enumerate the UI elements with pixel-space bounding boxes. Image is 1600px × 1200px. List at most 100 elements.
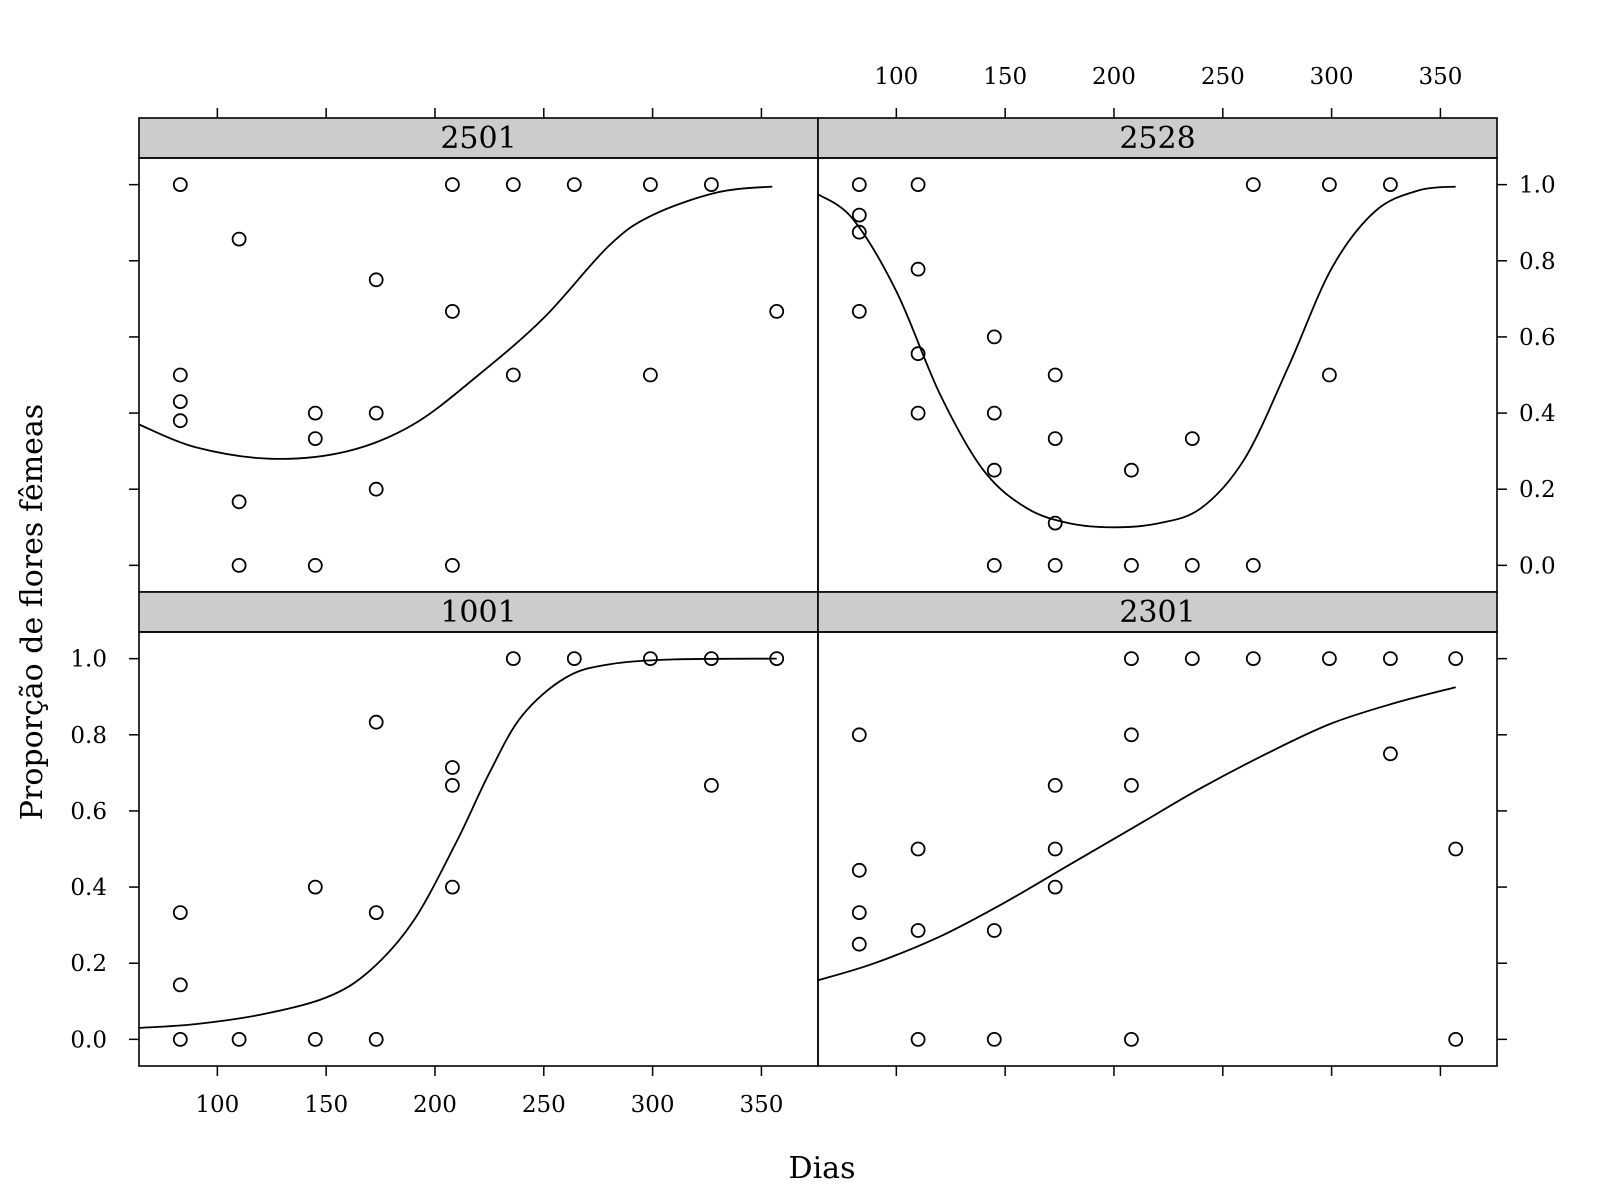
data-point xyxy=(1322,651,1337,666)
x-tick-label: 150 xyxy=(304,1092,348,1118)
data-point xyxy=(1184,651,1200,666)
data-point xyxy=(1124,1032,1139,1047)
panel-strip-label: 1001 xyxy=(440,595,516,630)
y-tick-label: 0.6 xyxy=(1519,325,1556,351)
data-point xyxy=(910,405,926,421)
data-point xyxy=(1047,558,1063,573)
data-point xyxy=(910,346,926,362)
data-point xyxy=(851,224,867,240)
data-point xyxy=(307,879,323,895)
data-point xyxy=(172,394,188,410)
data-point xyxy=(231,494,247,510)
data-point xyxy=(172,1032,188,1047)
x-tick-label: 350 xyxy=(1418,64,1462,90)
y-tick-label: 0.0 xyxy=(1519,553,1556,579)
data-point xyxy=(1322,367,1337,383)
panel-strip xyxy=(817,117,1498,159)
data-point xyxy=(851,727,867,743)
data-point xyxy=(307,431,323,447)
x-tick-label: 300 xyxy=(1310,64,1354,90)
data-point xyxy=(307,558,323,573)
fitted-curve xyxy=(138,185,773,460)
x-tick-label: 300 xyxy=(631,1092,675,1118)
data-point xyxy=(910,841,926,857)
x-tick-label: 200 xyxy=(413,1092,457,1118)
data-point xyxy=(172,367,188,383)
x-tick-label: 150 xyxy=(983,64,1027,90)
data-point xyxy=(1448,651,1464,666)
data-point xyxy=(704,177,719,193)
bottom-x-axis: 100 150 200 250 300 350 xyxy=(195,1066,1442,1118)
data-point xyxy=(505,651,521,666)
data-point xyxy=(1047,841,1063,857)
data-point xyxy=(1124,462,1139,478)
y-tick-label: 1.0 xyxy=(70,647,107,673)
x-tick-label: 250 xyxy=(1201,64,1245,90)
panels: 2501 2528 1001 2301 xyxy=(138,117,1498,1067)
data-point xyxy=(172,177,188,193)
fitted-curve xyxy=(817,686,1456,982)
data-point xyxy=(172,413,188,429)
panel-strip-label: 2501 xyxy=(440,121,516,156)
data-point xyxy=(704,778,719,793)
y-tick-label: 0.4 xyxy=(70,875,107,901)
data-point xyxy=(1184,431,1200,447)
fitted-curve xyxy=(138,657,777,1029)
data-point xyxy=(172,977,188,993)
data-point xyxy=(307,1032,323,1047)
x-tick-label: 250 xyxy=(522,1092,566,1118)
panel-strip-label: 2528 xyxy=(1119,121,1195,156)
data-point xyxy=(566,651,582,666)
data-point xyxy=(986,1032,1002,1047)
data-point xyxy=(368,714,384,730)
data-point xyxy=(851,177,867,193)
panel-2501: 2501 xyxy=(138,117,819,593)
data-point xyxy=(444,303,460,319)
data-point xyxy=(444,879,460,895)
data-point xyxy=(986,329,1002,345)
data-point xyxy=(368,905,384,920)
data-point xyxy=(368,1032,384,1047)
data-point xyxy=(444,558,460,573)
data-point xyxy=(444,177,460,193)
y-axis-label: Proporção de flores fêmeas xyxy=(15,404,50,820)
data-point xyxy=(1047,367,1063,383)
data-point xyxy=(851,936,867,952)
data-point xyxy=(1047,515,1063,531)
y-tick-label: 1.0 xyxy=(1519,173,1556,199)
y-tick-label: 0.4 xyxy=(1519,401,1556,427)
data-point xyxy=(505,177,521,193)
right-y-axis: 0.0 0.2 0.4 0.6 0.8 1.0 xyxy=(1497,173,1556,1041)
data-point xyxy=(1124,778,1139,793)
data-point xyxy=(769,303,785,319)
data-point xyxy=(1448,1032,1464,1047)
data-point xyxy=(1322,177,1337,193)
y-tick-label: 0.0 xyxy=(70,1027,107,1053)
panel-1001: 1001 xyxy=(138,591,819,1067)
data-point xyxy=(1245,177,1261,193)
data-point xyxy=(851,303,867,319)
x-tick-label: 100 xyxy=(874,64,918,90)
panel-strip-label: 2301 xyxy=(1119,595,1195,630)
data-point xyxy=(643,651,658,666)
data-point xyxy=(643,177,658,193)
data-point xyxy=(231,231,247,247)
data-point xyxy=(986,462,1002,478)
top-x-axis: 100 150 200 250 300 350 xyxy=(216,64,1462,118)
panel-2301: 2301 xyxy=(817,591,1498,1067)
y-tick-label: 0.2 xyxy=(70,951,107,977)
data-point xyxy=(368,481,384,497)
data-point xyxy=(1124,651,1139,666)
data-point xyxy=(986,923,1002,938)
data-point xyxy=(505,367,521,383)
data-point xyxy=(172,905,188,920)
data-point xyxy=(444,778,460,793)
data-point xyxy=(910,177,926,193)
data-point xyxy=(231,558,247,573)
panel-frame xyxy=(817,157,1498,593)
data-point xyxy=(1047,879,1063,895)
left-y-axis: 0.0 0.2 0.4 0.6 0.8 1.0 xyxy=(70,183,139,1053)
data-point xyxy=(643,367,658,383)
data-point xyxy=(1383,746,1398,762)
